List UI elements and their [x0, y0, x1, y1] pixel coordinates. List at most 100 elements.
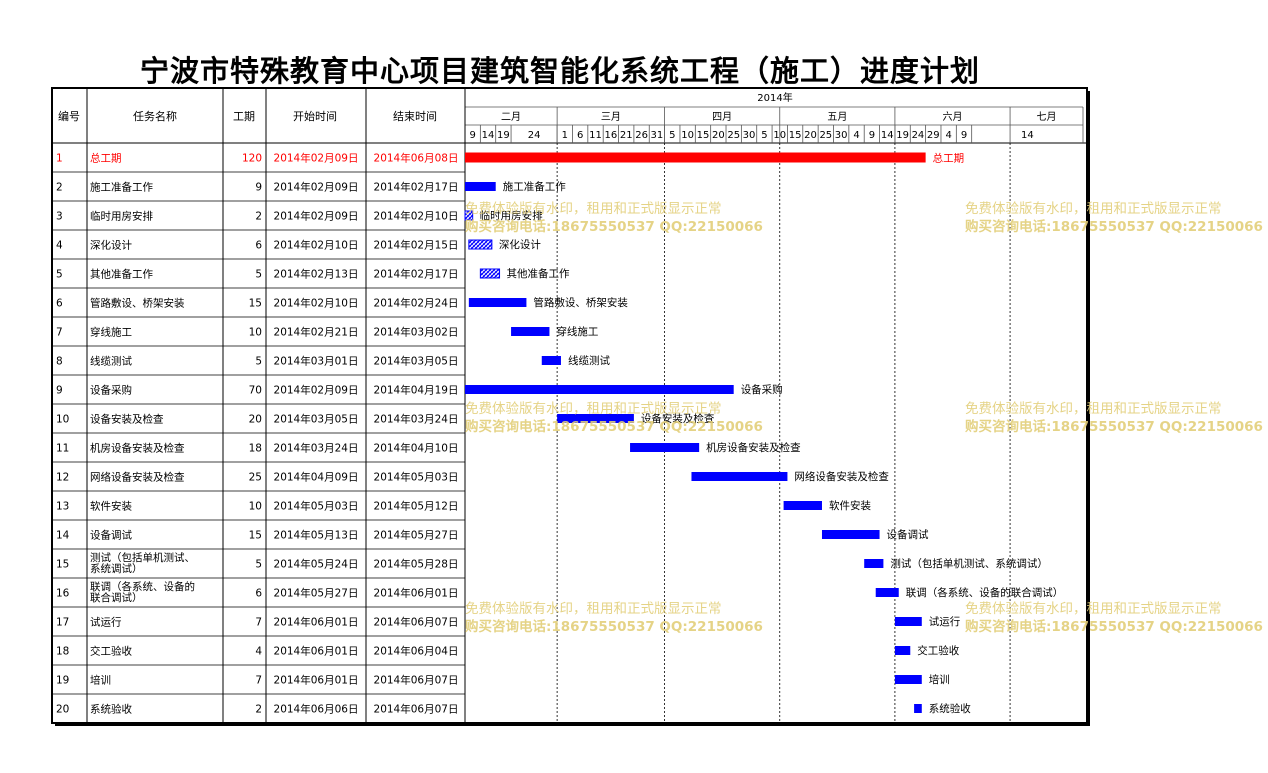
task-name: 设备调试 [90, 529, 132, 542]
task-end: 2014年02月15日 [374, 239, 459, 252]
task-name: 联调（各系统、设备的联合调试） [90, 580, 195, 604]
task-end: 2014年06月08日 [374, 152, 459, 165]
task-end: 2014年02月17日 [374, 181, 459, 194]
task-end: 2014年04月10日 [374, 442, 459, 455]
task-bar [465, 385, 734, 394]
task-name: 总工期 [90, 152, 122, 165]
day-tick-label: 15 [697, 130, 710, 141]
task-name: 临时用房安排 [90, 210, 153, 223]
day-tick-label: 24 [528, 130, 541, 141]
table-row: 12 网络设备安装及检查 25 2014年04月09日 2014年05月03日 [56, 471, 458, 484]
task-start: 2014年02月09日 [274, 152, 359, 165]
task-duration: 2 [255, 211, 262, 223]
task-name: 网络设备安装及检查 [90, 471, 185, 484]
task-duration: 2 [255, 704, 262, 716]
task-end: 2014年02月10日 [374, 210, 459, 223]
month-label: 五月 [827, 111, 847, 123]
task-id: 13 [56, 501, 69, 513]
task-start: 2014年05月24日 [274, 558, 359, 571]
task-end: 2014年05月27日 [374, 529, 459, 542]
header-start: 开始时间 [293, 109, 337, 123]
task-name: 机房设备安装及检查 [90, 442, 185, 455]
task-start: 2014年05月13日 [274, 529, 359, 542]
task-bar-label: 临时用房安排 [480, 209, 543, 222]
month-label: 三月 [601, 111, 621, 123]
task-end: 2014年02月17日 [374, 268, 459, 281]
task-name: 培训 [90, 674, 111, 687]
task-end: 2014年03月05日 [374, 355, 459, 368]
table-row: 1 总工期 120 2014年02月09日 2014年06月08日 [56, 152, 458, 165]
task-id: 16 [56, 588, 70, 600]
task-duration: 10 [249, 501, 262, 513]
task-bar [630, 443, 700, 452]
task-start: 2014年02月09日 [274, 210, 359, 223]
task-id: 1 [56, 153, 63, 165]
task-end: 2014年06月04日 [374, 645, 459, 658]
task-bars-layer: 总工期施工准备工作临时用房安排深化设计其他准备工作管路敷设、桥架安装穿线施工线缆… [464, 152, 1063, 715]
task-end: 2014年02月24日 [374, 297, 459, 310]
task-id: 9 [56, 385, 63, 397]
day-tick-label: 14 [482, 130, 495, 141]
header-layer: 编号 任务名称 工期 开始时间 结束时间 2014年 [58, 91, 793, 123]
task-id: 17 [56, 617, 69, 629]
task-bar-label: 试运行 [929, 615, 961, 628]
day-tick-label: 20 [712, 130, 725, 141]
task-end: 2014年06月07日 [374, 703, 459, 716]
task-duration: 15 [249, 530, 262, 542]
task-bar-label: 设备调试 [887, 528, 929, 541]
task-name: 测试（包括单机测试、系统调试） [90, 551, 195, 575]
task-start: 2014年02月09日 [274, 181, 359, 194]
task-start: 2014年02月21日 [274, 326, 359, 339]
task-name: 软件安装 [90, 500, 132, 513]
task-name: 交工验收 [90, 645, 132, 658]
task-duration: 5 [255, 559, 262, 571]
task-id: 12 [56, 472, 69, 484]
task-bar-label: 设备安装及检查 [641, 412, 715, 425]
task-start: 2014年04月09日 [274, 471, 359, 484]
task-id: 19 [56, 675, 69, 687]
task-duration: 70 [249, 385, 262, 397]
task-id: 15 [56, 559, 69, 571]
task-name: 施工准备工作 [90, 181, 153, 194]
task-start: 2014年02月10日 [274, 297, 359, 310]
task-end: 2014年05月03日 [374, 471, 459, 484]
task-name: 设备安装及检查 [90, 413, 164, 426]
task-duration: 120 [242, 153, 262, 165]
task-duration: 25 [249, 472, 262, 484]
task-bar [557, 414, 634, 423]
task-bar [465, 182, 496, 191]
task-bar [479, 268, 501, 279]
header-duration: 工期 [233, 110, 255, 123]
task-bar [468, 298, 527, 307]
task-duration: 6 [255, 240, 262, 252]
day-tick-label: 25 [819, 130, 832, 141]
task-bar-label: 管路敷设、桥架安装 [533, 296, 628, 309]
day-tick-label: 10 [681, 130, 694, 141]
task-bar-label: 交工验收 [917, 644, 959, 657]
task-bar-label: 培训 [929, 673, 950, 686]
task-id: 14 [56, 530, 70, 542]
table-row: 18 交工验收 4 2014年06月01日 2014年06月04日 [56, 645, 458, 658]
header-id: 编号 [58, 109, 80, 123]
table-row: 14 设备调试 15 2014年05月13日 2014年05月27日 [56, 529, 458, 542]
task-bar [894, 646, 911, 655]
day-tick-label: 20 [804, 130, 817, 141]
task-id: 18 [56, 646, 69, 658]
table-row: 13 软件安装 10 2014年05月03日 2014年05月12日 [56, 500, 458, 513]
task-bar [511, 327, 550, 336]
table-row: 9 设备采购 70 2014年02月09日 2014年04月19日 [56, 384, 458, 397]
day-tick-label: 4 [853, 130, 859, 141]
table-row: 8 线缆测试 5 2014年03月01日 2014年03月05日 [56, 355, 458, 368]
task-id: 2 [56, 182, 63, 194]
task-end: 2014年03月24日 [374, 413, 459, 426]
day-tick-label: 6 [577, 130, 583, 141]
task-start: 2014年02月09日 [274, 384, 359, 397]
task-start: 2014年06月01日 [274, 645, 359, 658]
task-duration: 5 [255, 356, 262, 368]
task-bar-label: 总工期 [933, 152, 965, 165]
header-end: 结束时间 [393, 110, 437, 123]
header-name: 任务名称 [133, 109, 177, 123]
task-duration: 20 [249, 414, 262, 426]
